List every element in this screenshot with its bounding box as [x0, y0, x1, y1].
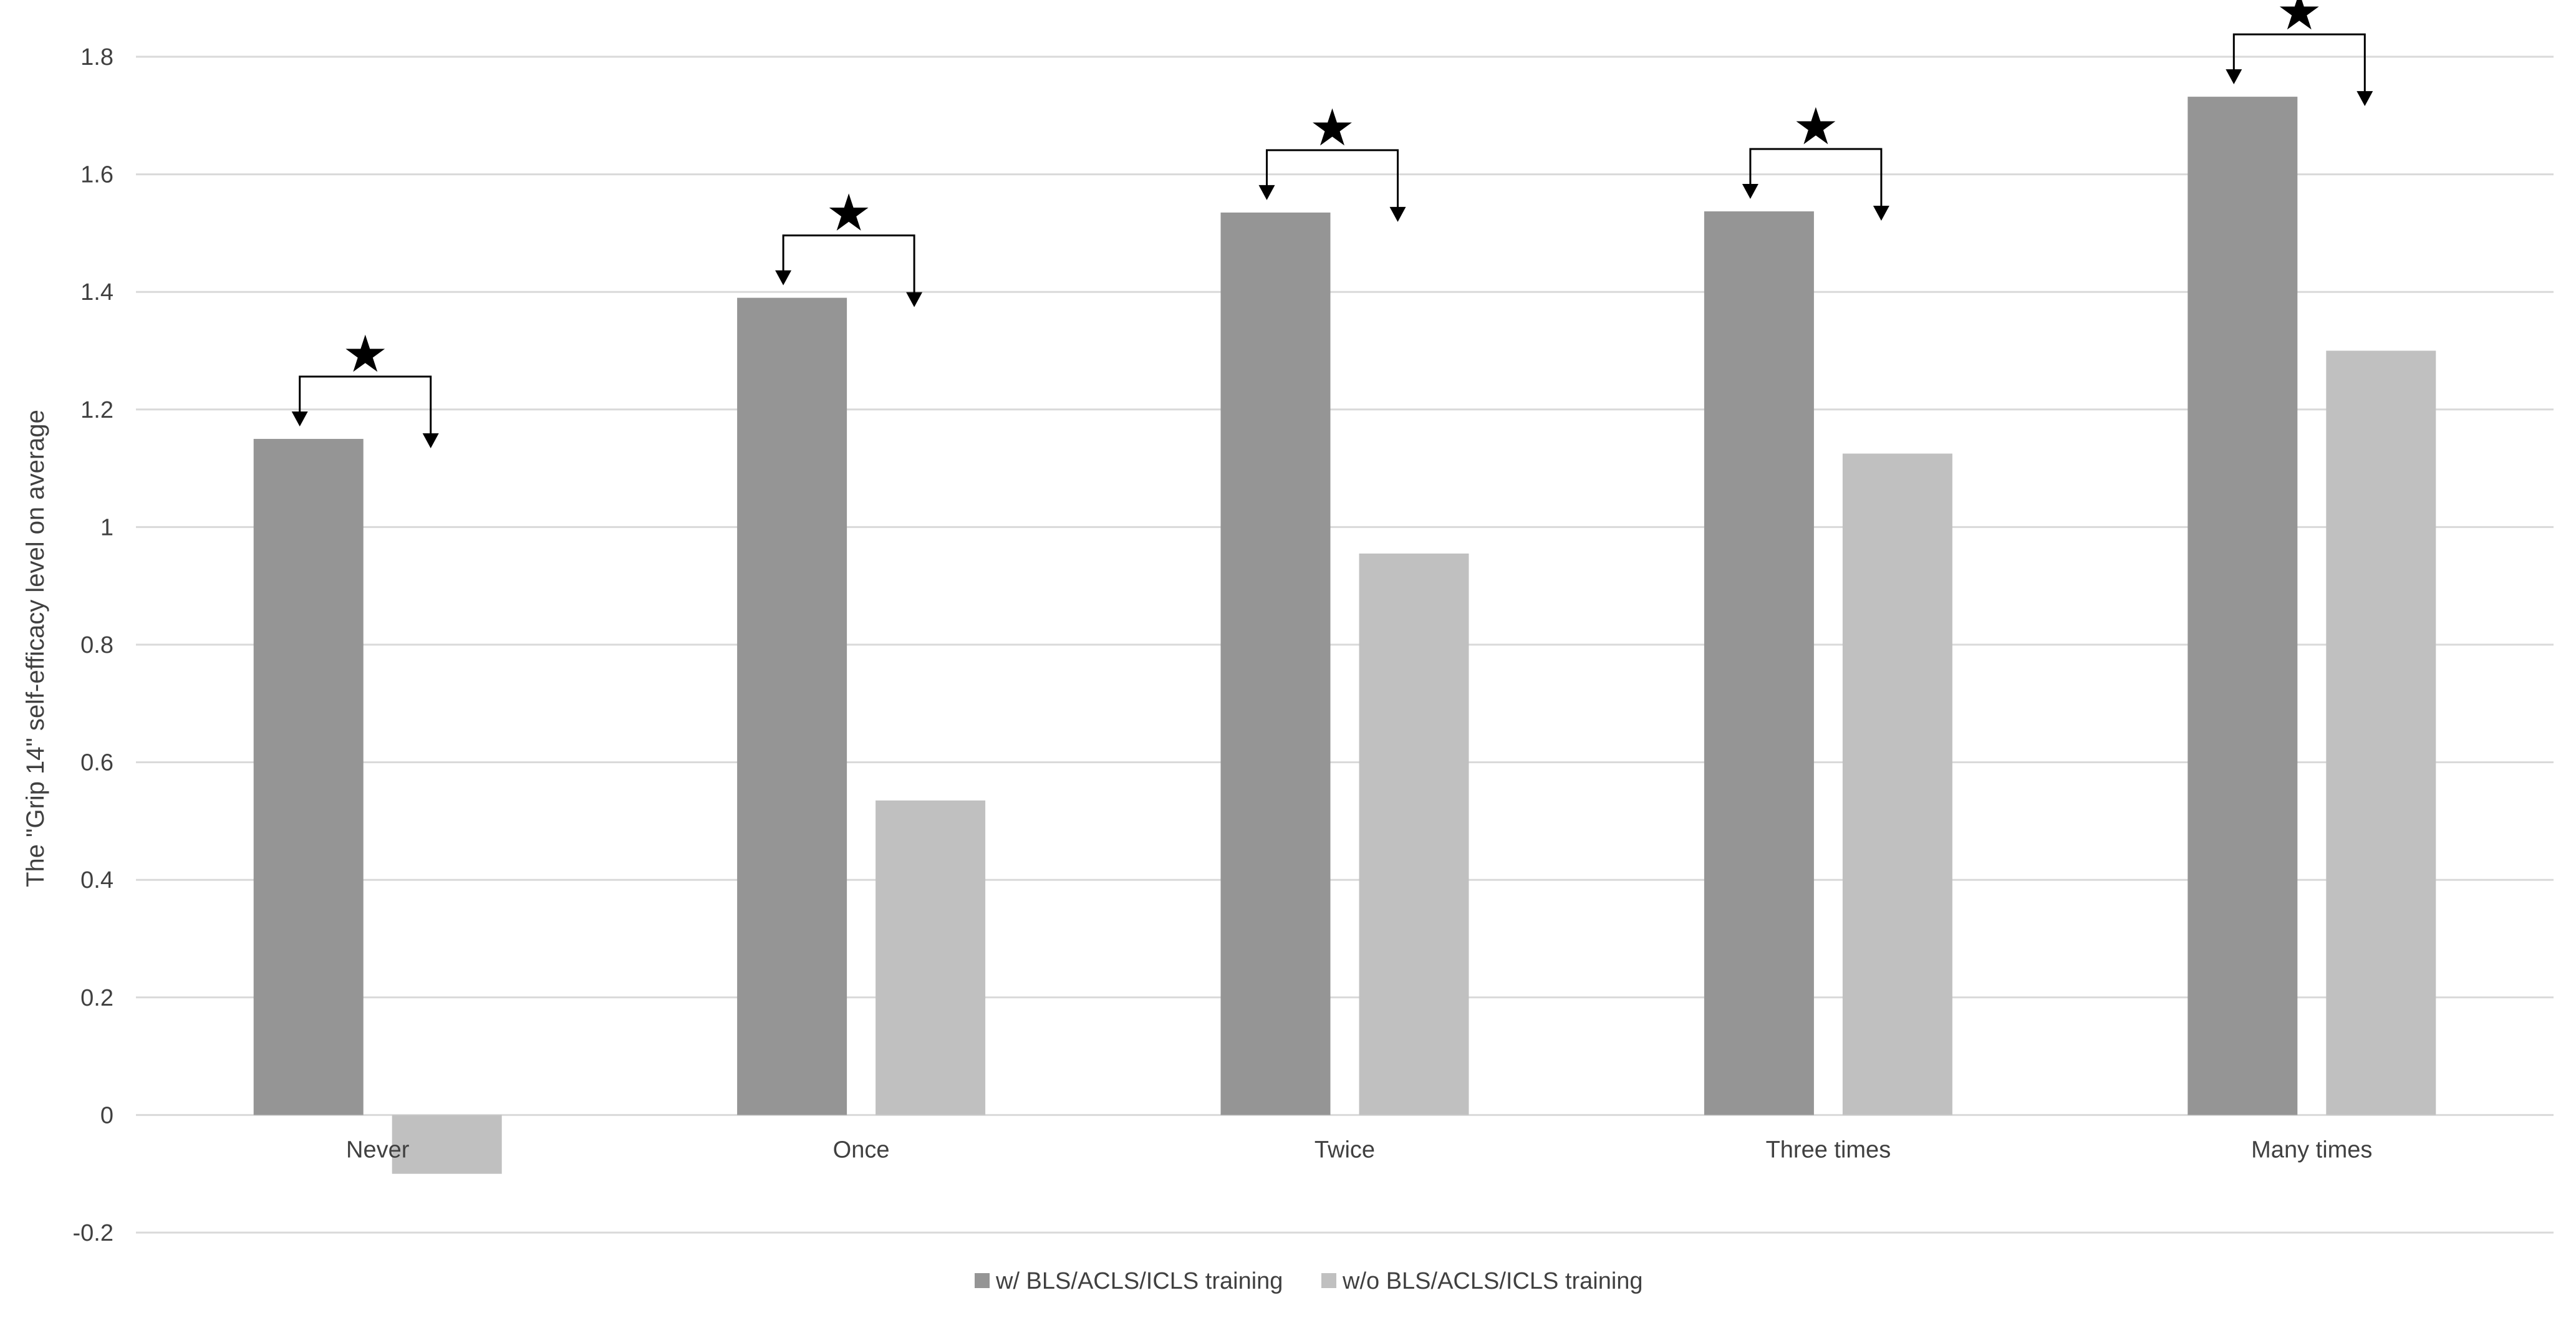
bar-without-training	[2326, 350, 2436, 1115]
x-category-label: Twice	[1315, 1137, 1375, 1163]
bracket-line	[782, 234, 915, 295]
bar-with-training	[737, 297, 847, 1115]
y-tick-label: 0.6	[80, 750, 113, 776]
x-category-label: Once	[833, 1137, 890, 1163]
gridlines	[136, 55, 2554, 1234]
bracket-line	[299, 375, 432, 436]
x-axis-categories: Never Once Twice Three times Many times	[346, 1137, 2372, 1163]
y-tick-label: 0	[100, 1102, 113, 1128]
y-tick-label: 1.6	[80, 162, 113, 188]
arrowhead	[1258, 185, 1275, 200]
arrowhead	[2226, 69, 2242, 85]
arrowhead	[422, 433, 439, 448]
bar-with-training	[2188, 97, 2298, 1115]
bracket-line	[1749, 148, 1883, 209]
significance-annotations: ★ ★ ★ ★ ★	[291, 0, 2373, 448]
x-category-label: Many times	[2251, 1137, 2372, 1163]
legend-label: w/ BLS/ACLS/ICLS training	[995, 1268, 1283, 1294]
arrowhead	[1742, 184, 1758, 200]
arrowhead	[1389, 206, 1406, 222]
y-tick-label: 1.2	[80, 397, 113, 423]
bar-with-training	[253, 438, 364, 1115]
bar-without-training	[392, 1115, 502, 1174]
y-tick-label: 0.8	[80, 632, 113, 658]
x-category-label: Never	[346, 1137, 410, 1163]
bars	[253, 97, 2436, 1174]
significance-star: ★	[1310, 100, 1356, 156]
bar-with-training	[1704, 211, 1814, 1115]
significance-star: ★	[2277, 0, 2323, 41]
legend-label: w/o BLS/ACLS/ICLS training	[1342, 1268, 1643, 1294]
y-tick-label: 0.4	[80, 867, 113, 893]
y-tick-label: 1	[100, 514, 113, 541]
significance-bracket: ★	[775, 185, 923, 307]
bar-without-training	[1842, 453, 1952, 1115]
significance-bracket: ★	[1742, 99, 1889, 221]
y-axis-ticks: -0.2 0 0.2 0.4 0.6 0.8 1 1.2 1.4 1.6 1.8	[73, 44, 113, 1246]
bar-with-training	[1220, 212, 1331, 1115]
significance-star: ★	[826, 185, 872, 242]
arrowhead	[291, 411, 308, 426]
y-axis-title: The "Grip 14" self-efficacy level on ave…	[22, 410, 49, 887]
y-tick-label: 0.2	[80, 985, 113, 1011]
significance-bracket: ★	[2226, 0, 2373, 107]
significance-star: ★	[1793, 99, 1839, 155]
y-tick-label: 1.4	[80, 279, 113, 305]
legend-swatch	[1321, 1273, 1336, 1288]
significance-star: ★	[342, 326, 388, 383]
significance-bracket: ★	[291, 326, 439, 448]
y-tick-label: -0.2	[73, 1220, 113, 1246]
bar-without-training	[876, 800, 986, 1115]
legend-swatch	[975, 1273, 990, 1288]
arrowhead	[2357, 91, 2373, 107]
arrowhead	[775, 270, 792, 286]
bracket-line	[1266, 149, 1399, 209]
bracket-line	[2232, 33, 2366, 94]
legend: w/ BLS/ACLS/ICLS training w/o BLS/ACLS/IC…	[975, 1268, 1643, 1294]
y-tick-label: 1.8	[80, 44, 113, 70]
x-category-label: Three times	[1766, 1137, 1891, 1163]
bar-without-training	[1359, 553, 1469, 1115]
significance-bracket: ★	[1258, 100, 1406, 222]
arrowhead	[1873, 206, 1889, 221]
arrowhead	[906, 292, 923, 307]
